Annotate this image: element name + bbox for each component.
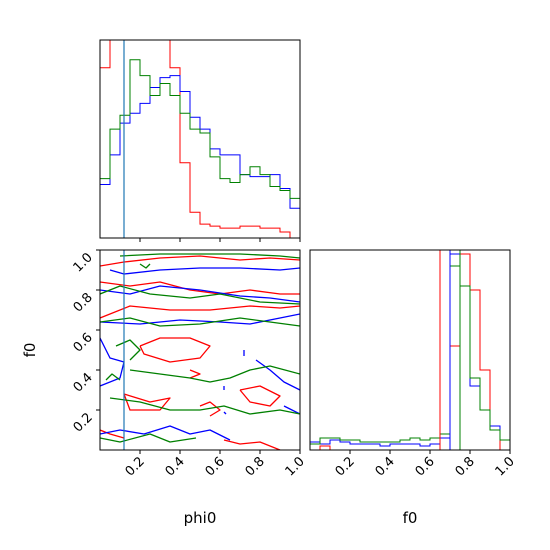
hist-phi0-series-1: [100, 40, 300, 238]
tick-label-f0-x-5: 1.0: [493, 454, 518, 479]
contour-series-1-9: [223, 439, 281, 450]
contour-series-3-2: [100, 285, 300, 305]
contour-series-2-8: [223, 411, 227, 415]
tick-label-f0-y-3: 0.6: [71, 330, 96, 355]
contour-series-2-10: [283, 405, 300, 415]
contour-series-1-6: [189, 369, 201, 379]
tick-label-f0-x-3: 0.6: [413, 454, 438, 479]
contour-series-2-4: [100, 337, 125, 387]
contour-series-3-5: [105, 373, 121, 381]
contour-series-1-7: [199, 401, 221, 417]
contour-series-3-6: [129, 365, 300, 383]
tick-label-f0-x-4: 0.8: [453, 454, 478, 479]
contour-series-1-1: [100, 255, 300, 267]
contour-series-3-7: [109, 397, 300, 415]
xlabel-phi0: phi0: [184, 509, 217, 527]
contour-series-3-4: [115, 339, 141, 361]
tick-label-phi0-2: 0.4: [163, 454, 188, 479]
tick-label-f0-y-1: 0.2: [71, 410, 96, 435]
tick-label-f0-y-2: 0.4: [71, 370, 96, 395]
contour-series-1-5: [123, 393, 171, 411]
tick-label-phi0-1: 0.2: [123, 454, 148, 479]
contour-series-2-9: [100, 425, 231, 441]
tick-label-f0-y-5: 1.0: [71, 250, 96, 275]
tick-label-f0-x-1: 0.2: [333, 454, 358, 479]
tick-label-f0-y-4: 0.8: [71, 290, 96, 315]
hist-f0-series-3: [310, 265, 510, 450]
contour-series-1-2: [100, 281, 300, 295]
contour-series-1-4: [139, 337, 211, 363]
contour-series-1-10: [100, 429, 125, 439]
tick-label-phi0-3: 0.6: [203, 454, 228, 479]
tick-label-f0-x-2: 0.4: [373, 454, 398, 479]
contour-series-3-1: [119, 253, 300, 259]
contour-series-2-5: [255, 359, 300, 391]
frame-side: [309, 249, 511, 451]
contour-series-3-8: [100, 433, 197, 443]
frame-main: [99, 249, 301, 451]
tick-label-phi0-4: 0.8: [243, 454, 268, 479]
frame-top: [99, 39, 301, 239]
contour-series-3-3: [100, 317, 300, 327]
contour-series-3-9: [139, 263, 151, 269]
hist-phi0-series-3: [100, 59, 300, 238]
tick-label-phi0-5: 1.0: [283, 454, 308, 479]
contour-series-1-3: [100, 305, 300, 319]
contour-series-1-8: [239, 385, 281, 407]
xlabel-f0: f0: [403, 509, 418, 527]
contour-series-2-3: [100, 313, 300, 325]
contour-series-2-1: [109, 267, 300, 275]
contour-series-2-2: [100, 285, 300, 303]
ylabel-f0: f0: [21, 343, 39, 358]
hist-f0-series-1: [310, 253, 510, 450]
